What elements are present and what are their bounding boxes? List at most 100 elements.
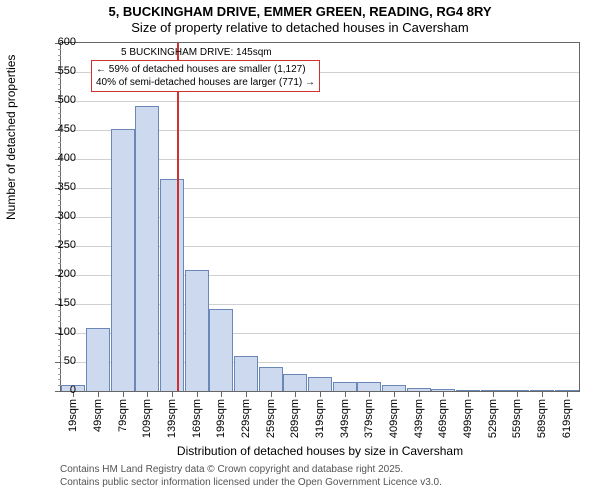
ytick-minor bbox=[58, 258, 61, 259]
annotation-line: 40% of semi-detached houses are larger (… bbox=[96, 76, 315, 89]
ytick-minor bbox=[58, 205, 61, 206]
ytick-minor bbox=[58, 229, 61, 230]
ytick-label: 500 bbox=[36, 94, 76, 106]
ytick-label: 350 bbox=[36, 181, 76, 193]
ytick-minor bbox=[58, 234, 61, 235]
histogram-bar bbox=[308, 377, 332, 392]
ytick-minor bbox=[58, 310, 61, 311]
histogram-bar bbox=[333, 382, 357, 391]
ytick-minor bbox=[58, 136, 61, 137]
histogram-bar bbox=[209, 309, 233, 391]
xtick bbox=[172, 391, 173, 397]
ytick-minor bbox=[58, 223, 61, 224]
annotation-title: 5 BUCKINGHAM DRIVE: 145sqm bbox=[121, 47, 272, 58]
xaxis-title: Distribution of detached houses by size … bbox=[60, 444, 580, 458]
xtick bbox=[295, 391, 296, 397]
ytick-label: 250 bbox=[36, 239, 76, 251]
xtick-label: 619sqm bbox=[561, 399, 573, 438]
xtick-label: 319sqm bbox=[314, 399, 326, 438]
ytick-minor bbox=[58, 113, 61, 114]
xtick bbox=[271, 391, 272, 397]
xtick-label: 49sqm bbox=[92, 399, 104, 432]
ytick-label: 100 bbox=[36, 326, 76, 338]
ytick-label: 550 bbox=[36, 65, 76, 77]
xtick bbox=[320, 391, 321, 397]
xtick-label: 259sqm bbox=[265, 399, 277, 438]
xtick bbox=[147, 391, 148, 397]
annotation-box: ← 59% of detached houses are smaller (1,… bbox=[91, 60, 320, 92]
histogram-bar bbox=[283, 374, 307, 391]
xtick-label: 169sqm bbox=[191, 399, 203, 438]
xtick bbox=[345, 391, 346, 397]
ytick-label: 400 bbox=[36, 152, 76, 164]
ytick-minor bbox=[58, 49, 61, 50]
ytick-minor bbox=[58, 316, 61, 317]
xtick bbox=[197, 391, 198, 397]
ytick-minor bbox=[58, 287, 61, 288]
xtick bbox=[246, 391, 247, 397]
xtick-label: 199sqm bbox=[215, 399, 227, 438]
ytick-minor bbox=[58, 89, 61, 90]
chart-title-main: 5, BUCKINGHAM DRIVE, EMMER GREEN, READIN… bbox=[0, 4, 600, 19]
footer-line-1: Contains HM Land Registry data © Crown c… bbox=[60, 464, 580, 475]
ytick-label: 450 bbox=[36, 123, 76, 135]
ytick-label: 300 bbox=[36, 210, 76, 222]
xtick-label: 499sqm bbox=[462, 399, 474, 438]
xtick bbox=[542, 391, 543, 397]
xtick bbox=[517, 391, 518, 397]
xtick-label: 229sqm bbox=[240, 399, 252, 438]
ytick-minor bbox=[58, 165, 61, 166]
yaxis-title: Number of detached properties bbox=[4, 55, 18, 220]
ytick-minor bbox=[58, 84, 61, 85]
xtick bbox=[98, 391, 99, 397]
xtick bbox=[394, 391, 395, 397]
ytick-minor bbox=[58, 142, 61, 143]
ytick-minor bbox=[58, 263, 61, 264]
ytick-label: 0 bbox=[36, 384, 76, 396]
plot-area: 19sqm49sqm79sqm109sqm139sqm169sqm199sqm2… bbox=[60, 42, 580, 392]
marker-line bbox=[177, 43, 179, 391]
xtick bbox=[567, 391, 568, 397]
ytick-minor bbox=[58, 171, 61, 172]
xtick-label: 559sqm bbox=[511, 399, 523, 438]
xtick-label: 589sqm bbox=[536, 399, 548, 438]
ytick-minor bbox=[58, 368, 61, 369]
ytick-minor bbox=[58, 345, 61, 346]
xtick-label: 469sqm bbox=[437, 399, 449, 438]
histogram-bar bbox=[111, 129, 135, 391]
xtick-label: 19sqm bbox=[67, 399, 79, 432]
ytick-label: 50 bbox=[36, 355, 76, 367]
ytick-minor bbox=[58, 379, 61, 380]
ytick-minor bbox=[58, 147, 61, 148]
xtick-label: 289sqm bbox=[289, 399, 301, 438]
histogram-bar bbox=[259, 367, 283, 391]
xtick bbox=[443, 391, 444, 397]
ytick-label: 150 bbox=[36, 297, 76, 309]
xtick bbox=[419, 391, 420, 397]
histogram-bar bbox=[185, 270, 209, 391]
ytick-minor bbox=[58, 200, 61, 201]
ytick-minor bbox=[58, 118, 61, 119]
gridline bbox=[61, 101, 579, 102]
annotation-line: ← 59% of detached houses are smaller (1,… bbox=[96, 63, 315, 76]
chart-title-sub: Size of property relative to detached ho… bbox=[0, 20, 600, 35]
xtick-label: 349sqm bbox=[339, 399, 351, 438]
ytick-label: 600 bbox=[36, 36, 76, 48]
xtick bbox=[221, 391, 222, 397]
ytick-minor bbox=[58, 176, 61, 177]
xtick bbox=[369, 391, 370, 397]
xtick-label: 139sqm bbox=[166, 399, 178, 438]
xtick-label: 439sqm bbox=[413, 399, 425, 438]
histogram-bar bbox=[234, 356, 258, 391]
ytick-minor bbox=[58, 252, 61, 253]
ytick-minor bbox=[58, 55, 61, 56]
ytick-minor bbox=[58, 194, 61, 195]
histogram-bar bbox=[86, 328, 110, 391]
histogram-bar bbox=[357, 382, 381, 391]
ytick-minor bbox=[58, 350, 61, 351]
ytick-minor bbox=[58, 60, 61, 61]
xtick-label: 529sqm bbox=[487, 399, 499, 438]
xtick-label: 109sqm bbox=[141, 399, 153, 438]
ytick-minor bbox=[58, 374, 61, 375]
xtick bbox=[123, 391, 124, 397]
